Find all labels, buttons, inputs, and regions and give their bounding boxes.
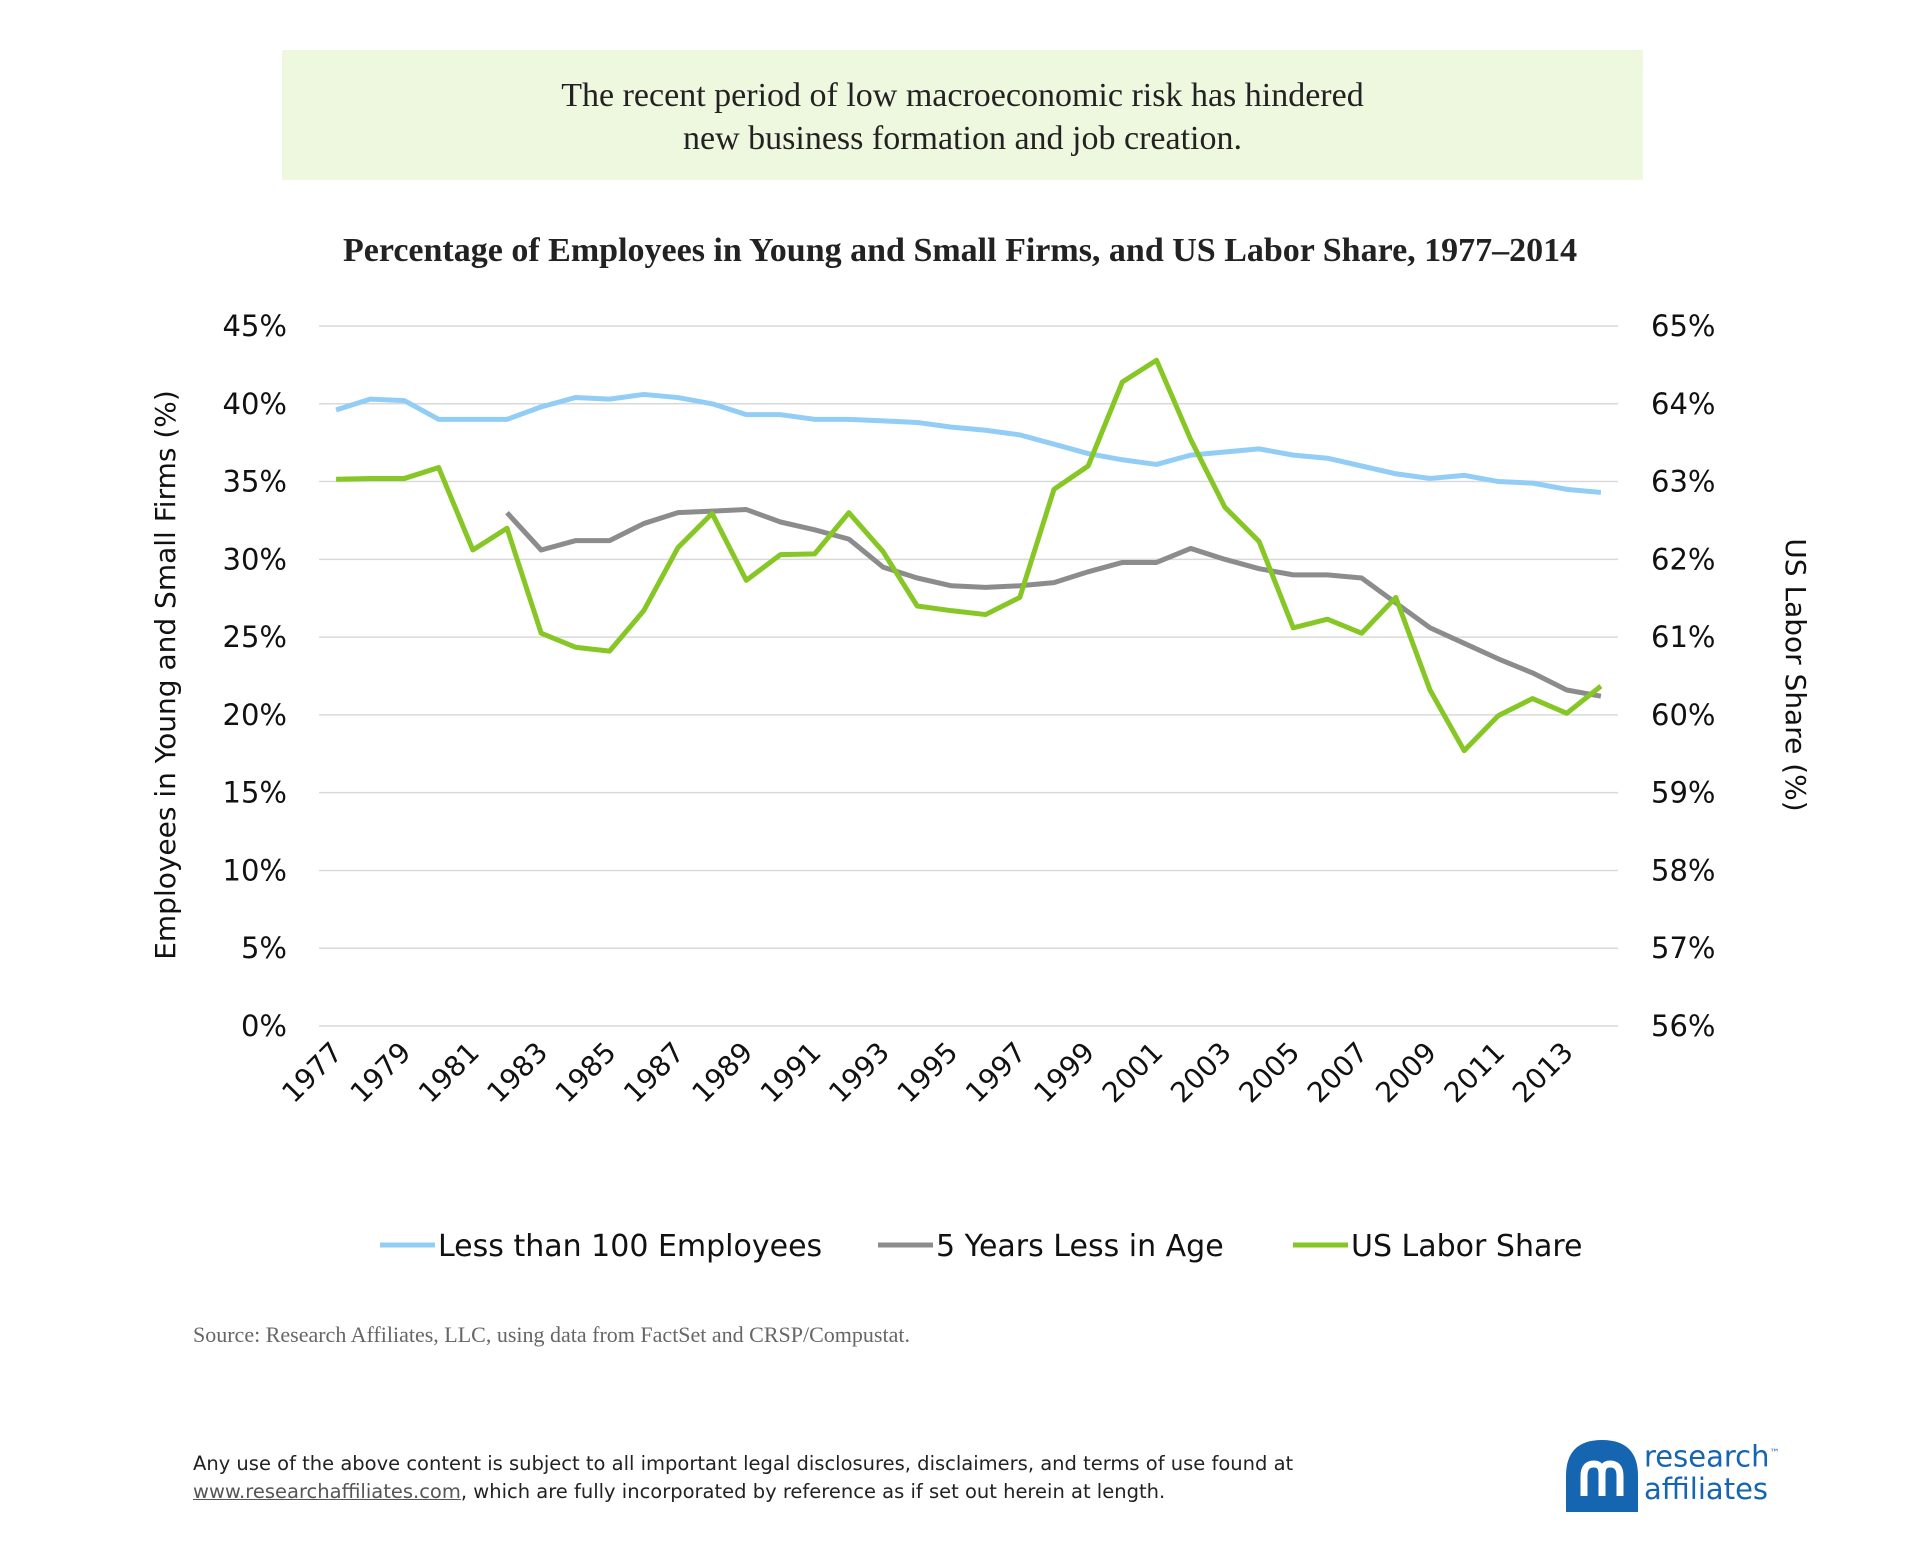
x-tick-label: 1983	[480, 1036, 554, 1110]
y-tick-label: 0%	[241, 1009, 287, 1043]
logo-mark	[1566, 1440, 1638, 1512]
y-tick-label: 45%	[223, 309, 287, 343]
footer-text: , which are fully incorporated by refere…	[460, 1480, 1166, 1503]
y-tick-label: 40%	[223, 387, 287, 421]
logo: research™ affiliates	[1562, 1436, 1792, 1512]
x-tick-label: 2011	[1438, 1036, 1512, 1110]
chart-title: Percentage of Employees in Young and Sma…	[343, 232, 1578, 269]
x-tick-label: 1979	[344, 1036, 418, 1110]
chart: 0% 5% 10% 15% 20% 25% 30% 35% 40% 45% 56% 57% 58% 59%…	[149, 309, 1812, 1264]
legend-label: 5 Years Less in Age	[936, 1229, 1224, 1264]
x-tick-label: 1985	[549, 1036, 623, 1110]
series-line	[335, 391, 1602, 495]
y-tick-label: 5%	[241, 931, 287, 965]
x-tick-label: 1997	[959, 1036, 1033, 1110]
y2-tick-label: 57%	[1651, 931, 1715, 965]
y-tick-label: 10%	[223, 853, 287, 887]
logo-text: affiliates	[1644, 1471, 1769, 1506]
x-tick-label: 1991	[754, 1036, 828, 1110]
y2-tick-label: 63%	[1651, 465, 1715, 499]
y2-tick-label: 65%	[1651, 309, 1715, 343]
x-tick-label: 1989	[686, 1036, 760, 1110]
legend-label: Less than 100 Employees	[438, 1229, 822, 1264]
x-tick-label: 2009	[1369, 1036, 1443, 1110]
y2-axis-title: US Labor Share (%)	[1779, 538, 1812, 811]
logo-word: research™	[1644, 1438, 1779, 1473]
x-tick-label: 2001	[1096, 1036, 1170, 1110]
y2-tick-label: 59%	[1651, 776, 1715, 810]
y-axis-title: Employees in Young and Small Firms (%)	[149, 390, 182, 960]
y-tick-label: 30%	[223, 542, 287, 576]
x-tick-label: 1993	[822, 1036, 896, 1110]
y-tick-label: 20%	[223, 698, 287, 732]
legend-label: US Labor Share	[1351, 1229, 1582, 1264]
banner: The recent period of low macroeconomic r…	[282, 50, 1643, 180]
logo-text: research	[1644, 1439, 1770, 1474]
x-tick-label: 1977	[275, 1036, 349, 1110]
x-tick-label: 2003	[1164, 1036, 1238, 1110]
footer: Any use of the above content is subject …	[193, 1450, 1293, 1506]
x-tick-label: 1999	[1027, 1036, 1101, 1110]
series-line	[505, 507, 1602, 699]
logo-tm: ™	[1769, 1448, 1780, 1459]
y2-tick-label: 58%	[1651, 853, 1715, 887]
x-tick-label: 2013	[1506, 1036, 1580, 1110]
y2-tick-label: 61%	[1651, 620, 1715, 654]
x-tick-label: 2007	[1301, 1036, 1375, 1110]
y-tick-label: 15%	[223, 776, 287, 810]
x-tick-label: 1987	[617, 1036, 691, 1110]
y2-tick-label: 60%	[1651, 698, 1715, 732]
x-tick-label: 1981	[412, 1036, 486, 1110]
footer-line: www.researchaffiliates.com, which are fu…	[193, 1478, 1293, 1506]
y-tick-label: 25%	[223, 620, 287, 654]
y2-tick-label: 62%	[1651, 542, 1715, 576]
banner-line: new business formation and job creation.	[683, 120, 1242, 157]
y2-tick-label: 64%	[1651, 387, 1715, 421]
x-tick-label: 1995	[891, 1036, 965, 1110]
series-line	[336, 357, 1603, 754]
x-tick-label: 2005	[1232, 1036, 1306, 1110]
footer-line: Any use of the above content is subject …	[193, 1452, 1294, 1475]
y-tick-label: 35%	[223, 465, 287, 499]
y2-tick-label: 56%	[1651, 1009, 1715, 1043]
banner-line: The recent period of low macroeconomic r…	[561, 77, 1364, 114]
source-note: Source: Research Affiliates, LLC, using …	[193, 1322, 910, 1347]
footer-link[interactable]: www.researchaffiliates.com	[193, 1480, 461, 1503]
